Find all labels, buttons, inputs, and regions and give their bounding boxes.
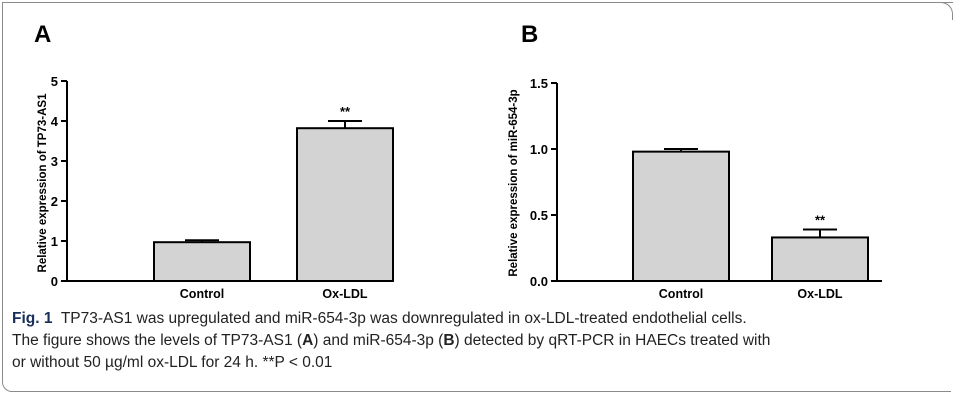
y-axis-label-a: Relative expression of TP73-AS1: [37, 93, 49, 273]
bar-a-control: [153, 241, 251, 282]
caption-line1: TP73-AS1 was upregulated and miR-654-3p …: [60, 310, 747, 327]
caption-line3: or without 50 µg/ml ox-LDL for 24 h. **P…: [12, 354, 333, 371]
panel-label-b: B: [521, 21, 538, 48]
bar-a-ox-ldl: [296, 127, 394, 282]
significance-marker-a: **: [340, 104, 351, 119]
y-tick-label-b: 1.5: [530, 76, 548, 91]
bar-b-control: [632, 150, 730, 282]
figure-frame: [2, 2, 951, 392]
figure-caption: Fig. 1 TP73-AS1 was upregulated and miR-…: [12, 308, 942, 374]
y-tick-label-a: 2: [51, 194, 58, 209]
figure-charts: A Relative expression of TP73-AS1 0 1 2 3 4 5…: [34, 21, 882, 300]
y-tick-label-a: 0: [51, 274, 58, 289]
caption-ref-b: B: [443, 332, 455, 349]
y-tick-label-b: 0.5: [530, 208, 548, 223]
y-axis-label-b: Relative expression of miR-654-3p: [508, 89, 520, 276]
y-tick-label-a: 5: [51, 74, 58, 89]
caption-ref-a: A: [302, 332, 314, 349]
caption-line2b: ) and miR-654-3p (: [313, 332, 444, 349]
x-tick-label-b: Control: [659, 287, 703, 300]
x-tick-label-a: Control: [180, 287, 224, 300]
frame-corner: [935, 2, 953, 20]
fig-label: Fig. 1: [12, 310, 53, 327]
significance-marker-b: **: [815, 213, 826, 228]
panel-label-a: A: [34, 21, 51, 48]
y-tick-label-a: 1: [51, 234, 58, 249]
y-tick-label-a: 4: [51, 114, 59, 129]
bar-b-ox-ldl: [771, 236, 869, 283]
caption-line2a: The figure shows the levels of TP73-AS1 …: [12, 332, 303, 349]
panel-b: B Relative expression of miR-654-3p 0.0 0…: [508, 21, 882, 300]
x-tick-label-a: Ox-LDL: [322, 287, 368, 300]
y-tick-label-b: 0.0: [530, 274, 548, 289]
frame-top: [2, 2, 953, 3]
panel-a: A Relative expression of TP73-AS1 0 1 2 3 4 5…: [34, 21, 394, 300]
x-tick-label-b: Ox-LDL: [797, 287, 843, 300]
y-tick-label-a: 3: [51, 154, 58, 169]
caption-line2c: ) detected by qRT-PCR in HAECs treated w…: [454, 332, 771, 349]
y-tick-label-b: 1.0: [530, 142, 548, 157]
